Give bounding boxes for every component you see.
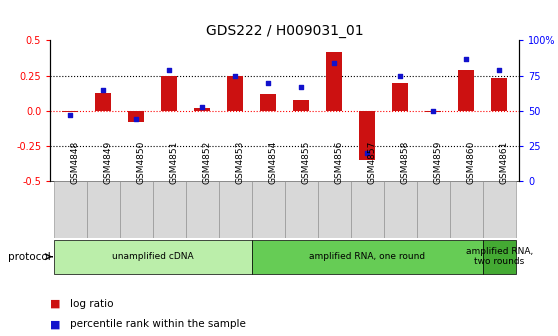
Point xyxy=(297,84,306,90)
Bar xyxy=(161,76,177,111)
Point xyxy=(165,67,174,73)
Bar xyxy=(425,111,441,112)
Point xyxy=(330,60,339,66)
Text: percentile rank within the sample: percentile rank within the sample xyxy=(70,319,246,329)
Bar xyxy=(128,111,145,122)
Text: GSM4856: GSM4856 xyxy=(334,141,343,184)
Point xyxy=(230,73,239,78)
Bar xyxy=(483,240,516,274)
Point xyxy=(396,73,405,78)
Bar xyxy=(458,70,474,111)
Bar xyxy=(62,111,78,112)
Bar xyxy=(350,181,383,238)
Text: protocol: protocol xyxy=(8,252,51,262)
Point xyxy=(461,56,470,61)
Bar xyxy=(152,181,186,238)
Bar xyxy=(54,240,252,274)
Text: GSM4848: GSM4848 xyxy=(70,141,79,184)
Point xyxy=(429,108,437,114)
Bar xyxy=(194,108,210,111)
Text: GSM4853: GSM4853 xyxy=(235,141,244,184)
Bar xyxy=(483,181,516,238)
Bar xyxy=(392,83,408,111)
Text: GSM4851: GSM4851 xyxy=(169,141,178,184)
Text: GSM4860: GSM4860 xyxy=(466,141,475,184)
Bar xyxy=(285,181,318,238)
Point xyxy=(198,104,206,109)
Bar xyxy=(326,52,343,111)
Text: GSM4855: GSM4855 xyxy=(301,141,310,184)
Bar xyxy=(119,181,152,238)
Text: GSM4859: GSM4859 xyxy=(433,141,442,184)
Bar xyxy=(260,94,276,111)
Bar xyxy=(252,240,483,274)
Point xyxy=(132,117,141,122)
Text: GSM4854: GSM4854 xyxy=(268,141,277,184)
Bar xyxy=(359,111,376,160)
Point xyxy=(263,80,272,85)
Point xyxy=(363,151,372,156)
Text: GSM4850: GSM4850 xyxy=(136,141,145,184)
Text: ■: ■ xyxy=(50,319,61,329)
Bar xyxy=(318,181,350,238)
Bar xyxy=(219,181,252,238)
Bar xyxy=(95,92,111,111)
Text: GSM4858: GSM4858 xyxy=(400,141,409,184)
Bar xyxy=(293,99,309,111)
Bar xyxy=(86,181,119,238)
Bar xyxy=(186,181,219,238)
Bar xyxy=(491,78,507,111)
Text: ■: ■ xyxy=(50,299,61,309)
Text: log ratio: log ratio xyxy=(70,299,113,309)
Bar xyxy=(252,181,285,238)
Text: unamplified cDNA: unamplified cDNA xyxy=(112,252,194,261)
Bar xyxy=(54,181,86,238)
Title: GDS222 / H009031_01: GDS222 / H009031_01 xyxy=(206,24,363,38)
Text: amplified RNA, one round: amplified RNA, one round xyxy=(309,252,425,261)
Text: GSM4857: GSM4857 xyxy=(367,141,376,184)
Text: GSM4861: GSM4861 xyxy=(499,141,508,184)
Point xyxy=(99,87,108,92)
Bar xyxy=(417,181,450,238)
Text: GSM4849: GSM4849 xyxy=(103,141,112,184)
Point xyxy=(495,67,504,73)
Bar xyxy=(227,76,243,111)
Point xyxy=(65,113,74,118)
Text: amplified RNA,
two rounds: amplified RNA, two rounds xyxy=(465,247,533,266)
Bar xyxy=(383,181,417,238)
Bar xyxy=(450,181,483,238)
Text: GSM4852: GSM4852 xyxy=(202,141,211,184)
